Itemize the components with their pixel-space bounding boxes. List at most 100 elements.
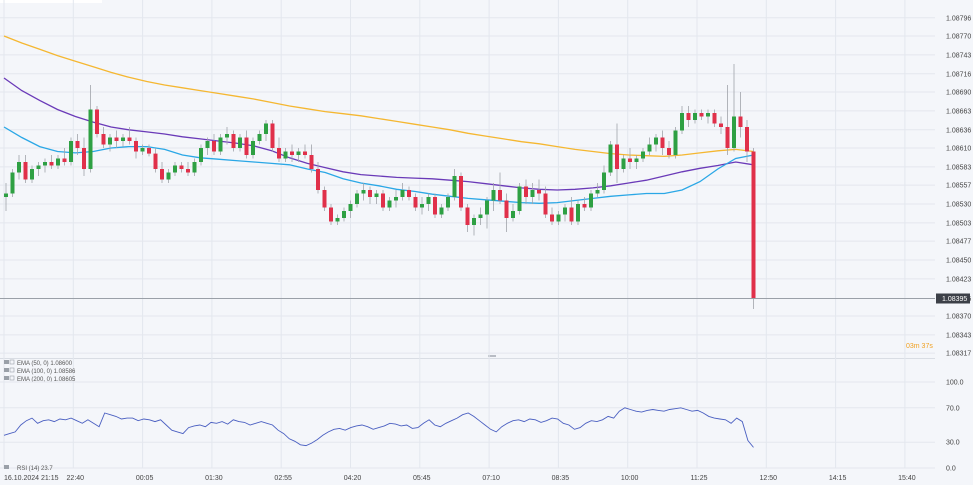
price-tick-label: 1.08370 (946, 314, 971, 321)
candle-up (342, 211, 346, 218)
candle-down (127, 137, 132, 141)
candle-up (192, 162, 197, 173)
candle-up (680, 113, 684, 131)
ema50-line (3, 126, 754, 204)
legend-entry: EMA (200, 0) 1.08605 (17, 377, 76, 383)
candle-up (595, 190, 600, 194)
candle-down (699, 113, 704, 117)
price-tick-label: 1.08503 (946, 220, 971, 227)
candle-down (751, 151, 756, 299)
candle-up (218, 137, 223, 152)
candle-up (361, 190, 366, 194)
price-tick-label: 1.08796 (946, 15, 971, 22)
candle-up (166, 172, 171, 180)
candle-up (30, 169, 34, 180)
candle-up (602, 172, 606, 190)
candle-up (420, 204, 424, 208)
candle-down (667, 148, 671, 155)
x-tick-label: 11:25 (691, 475, 708, 482)
price-tick-label: 1.08450 (946, 258, 971, 265)
candle-up (36, 165, 41, 169)
candle-up (556, 214, 561, 222)
candle-down (686, 113, 691, 120)
panel-resize-handle (488, 355, 496, 357)
candle-up (205, 141, 210, 148)
candle-down (543, 193, 548, 215)
candle-up (140, 148, 145, 152)
legend-icon (4, 368, 9, 372)
candle-up (88, 109, 93, 169)
candle-up (69, 141, 73, 162)
candle-down (95, 109, 99, 134)
candle-down (114, 137, 119, 141)
candle-up (621, 158, 626, 169)
candle-down (134, 141, 138, 152)
legend-entry: EMA (50, 0) 1.08600 (17, 361, 73, 367)
x-tick-label: 04:20 (344, 475, 362, 482)
price-tick-label: 1.08317 (946, 351, 971, 358)
candle-down (413, 197, 418, 208)
candle-down (725, 127, 730, 148)
candle-up (4, 193, 8, 197)
price-tick-label: 1.08690 (946, 90, 971, 97)
legend-close-icon (9, 375, 15, 381)
current-price-label: 1.08395 (942, 296, 967, 303)
rsi-tick-label: 70.0 (946, 405, 960, 412)
candle-up (283, 151, 288, 159)
rsi-axis: 100.0 70.0 30.0 0.0 (0, 380, 964, 473)
x-tick-label: 14:15 (829, 475, 847, 482)
candle-up (641, 151, 645, 159)
price-tick-label: 1.08636 (946, 127, 971, 134)
candle-down (244, 137, 249, 155)
candle-up (394, 197, 398, 201)
legend-entry: EMA (100, 0) 1.08586 (17, 369, 76, 375)
candle-down (179, 165, 184, 169)
candle-up (491, 190, 496, 201)
candle-down (49, 162, 54, 166)
candle-up (251, 141, 255, 155)
panel-separator (0, 358, 935, 359)
candle-up (374, 193, 379, 197)
candle-up (576, 204, 580, 222)
candle-up (355, 193, 359, 204)
x-tick-label: 01:30 (205, 475, 223, 482)
candle-up (608, 144, 613, 173)
candle-up (439, 207, 444, 215)
candle-up (589, 193, 593, 208)
candle-up (400, 190, 405, 197)
candle-down (407, 190, 411, 197)
candle-down (231, 134, 236, 148)
grid-lines (3, 0, 906, 468)
candle-down (719, 123, 723, 127)
candle-up (478, 214, 483, 218)
candle-up (446, 197, 450, 208)
x-tick-label: 02:55 (274, 475, 292, 482)
candle-up (10, 172, 15, 194)
candle-down (322, 190, 327, 208)
candle-up (56, 158, 60, 166)
x-tick-label: 07:10 (482, 475, 500, 482)
current-price-badge (936, 293, 970, 304)
candle-down (433, 197, 437, 215)
candle-up (108, 137, 112, 145)
legend-icon (4, 376, 9, 380)
x-tick-label: 08:35 (552, 475, 570, 482)
rsi-tick-label: 0.0 (946, 466, 956, 473)
candle-down (329, 207, 333, 222)
price-tick-label: 1.08743 (946, 52, 971, 59)
candle-down (524, 186, 528, 197)
x-tick-label: 00:05 (136, 475, 154, 482)
rsi-legend-label: RSI (14) 23.7 (17, 466, 53, 472)
candle-down (270, 123, 275, 148)
price-tick-label: 1.08583 (946, 164, 971, 171)
candle-down (738, 116, 743, 127)
candle-down (381, 193, 385, 208)
rsi-tick-label: 100.0 (946, 380, 964, 387)
candle-down (147, 148, 151, 154)
candle-down (309, 155, 314, 169)
price-tick-label: 1.08663 (946, 108, 971, 115)
candle-up (335, 218, 340, 222)
candle-down (62, 158, 67, 162)
